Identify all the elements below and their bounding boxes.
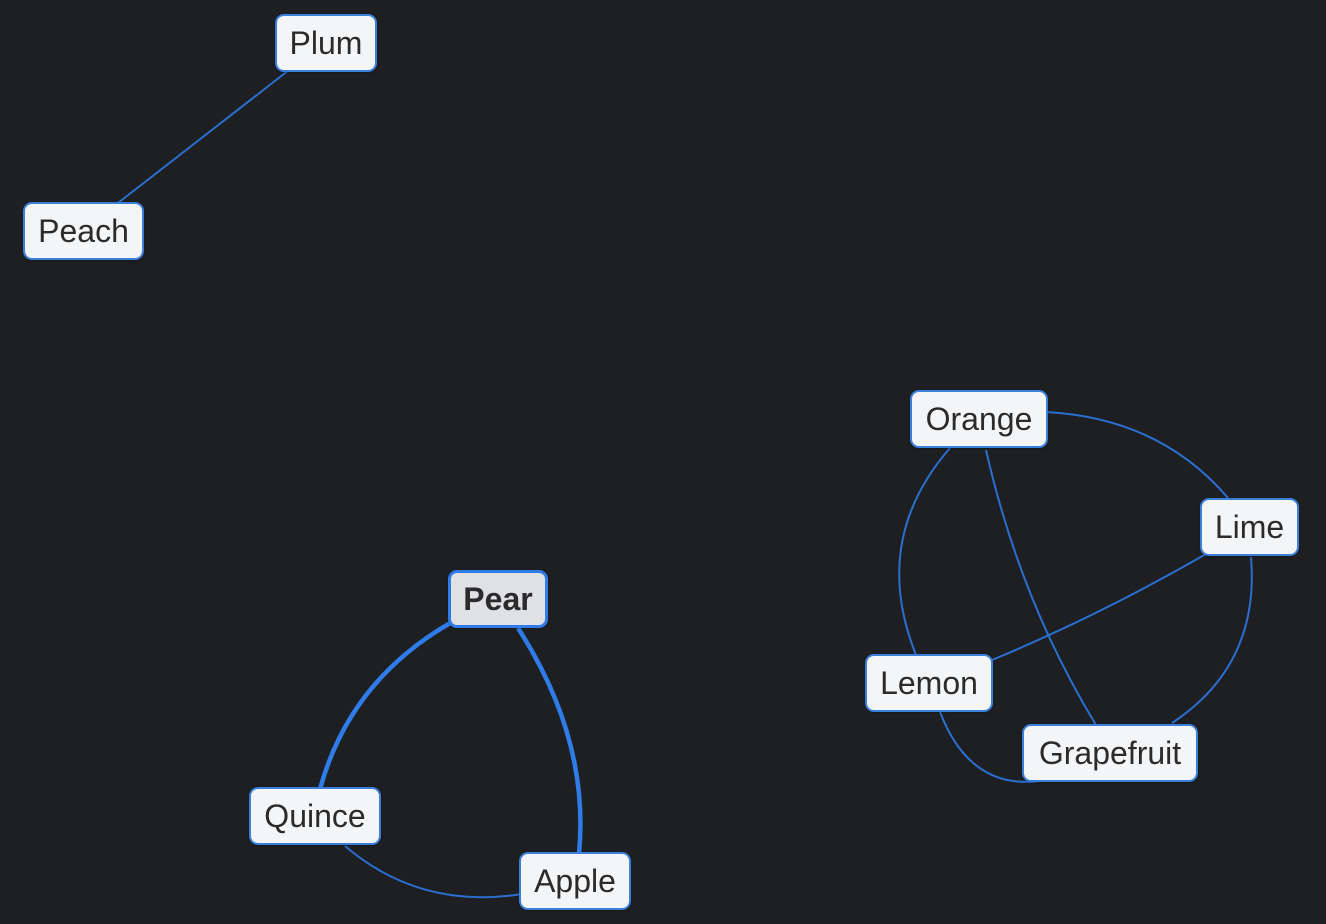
edge-lime-lemon[interactable] <box>991 553 1207 661</box>
edge-lime-grapefruit[interactable] <box>1171 556 1253 724</box>
node-lime[interactable]: Lime <box>1200 498 1299 556</box>
node-peach[interactable]: Peach <box>23 202 144 260</box>
edge-pear-quince[interactable] <box>317 620 454 790</box>
edge-quince-apple[interactable] <box>344 845 523 899</box>
node-pear[interactable]: Pear <box>448 570 548 628</box>
edge-orange-lemon[interactable] <box>898 447 951 656</box>
node-grapefruit[interactable]: Grapefruit <box>1022 724 1198 782</box>
edge-orange-lime[interactable] <box>1045 411 1229 499</box>
node-quince[interactable]: Quince <box>249 787 381 845</box>
edge-orange-grapefruit[interactable] <box>985 449 1097 726</box>
node-orange[interactable]: Orange <box>910 390 1048 448</box>
edge-plum-peach[interactable] <box>117 69 290 204</box>
node-apple[interactable]: Apple <box>519 852 631 910</box>
node-plum[interactable]: Plum <box>275 14 377 72</box>
edge-lemon-grapefruit[interactable] <box>939 711 1041 783</box>
edge-pear-apple[interactable] <box>516 626 583 855</box>
node-lemon[interactable]: Lemon <box>865 654 993 712</box>
